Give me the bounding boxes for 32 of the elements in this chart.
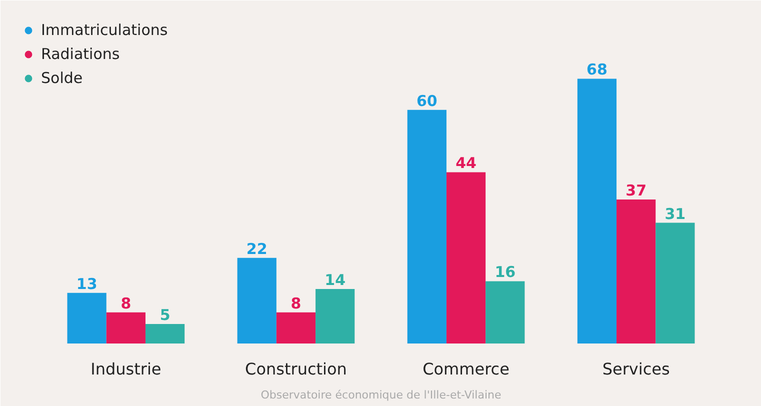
- bar: [145, 324, 185, 344]
- data-label: 16: [494, 263, 516, 282]
- text: Observatoire économique de l'Ille-et-Vilaine: [260, 388, 502, 402]
- data-label: 68: [586, 60, 608, 79]
- data-label: 22: [246, 240, 268, 258]
- data-label: 5: [160, 306, 170, 324]
- bar: [577, 78, 617, 344]
- bar: [616, 199, 656, 344]
- bar: [446, 172, 486, 344]
- data-label: 8: [290, 294, 302, 312]
- data-label: 44: [456, 154, 476, 172]
- legend-label: Immatriculations: [41, 21, 168, 39]
- data-label: 31: [664, 204, 686, 223]
- bar: [276, 312, 316, 344]
- data-label: 14: [324, 270, 346, 289]
- legend-label: Radiations: [41, 45, 120, 63]
- data-label: 13: [76, 274, 98, 293]
- x-tick-label: Industrie: [90, 360, 162, 378]
- data-label: 60: [416, 92, 438, 110]
- bar: [407, 110, 446, 344]
- data-label: 8: [120, 294, 132, 312]
- x-tick-label: Services: [602, 360, 670, 378]
- x-tick-label: Commerce: [422, 360, 510, 378]
- bar: [656, 222, 695, 344]
- bar: [106, 312, 146, 344]
- legend-label: Solde: [41, 69, 83, 87]
- bar: [67, 292, 106, 344]
- bar: [486, 281, 525, 344]
- x-tick-label: Construction: [245, 360, 347, 378]
- data-label: 37: [626, 181, 647, 200]
- bar: [237, 258, 276, 344]
- bar: [316, 288, 355, 344]
